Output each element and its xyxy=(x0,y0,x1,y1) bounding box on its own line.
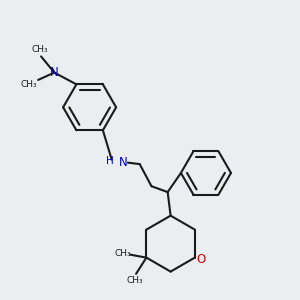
Text: O: O xyxy=(197,254,206,266)
Text: N: N xyxy=(50,66,59,79)
Text: CH₃: CH₃ xyxy=(31,44,48,53)
Text: CH₃: CH₃ xyxy=(21,80,38,89)
Text: CH₃: CH₃ xyxy=(126,276,143,285)
Text: H: H xyxy=(106,156,114,166)
Text: N: N xyxy=(119,156,128,169)
Text: CH₃: CH₃ xyxy=(115,249,131,258)
